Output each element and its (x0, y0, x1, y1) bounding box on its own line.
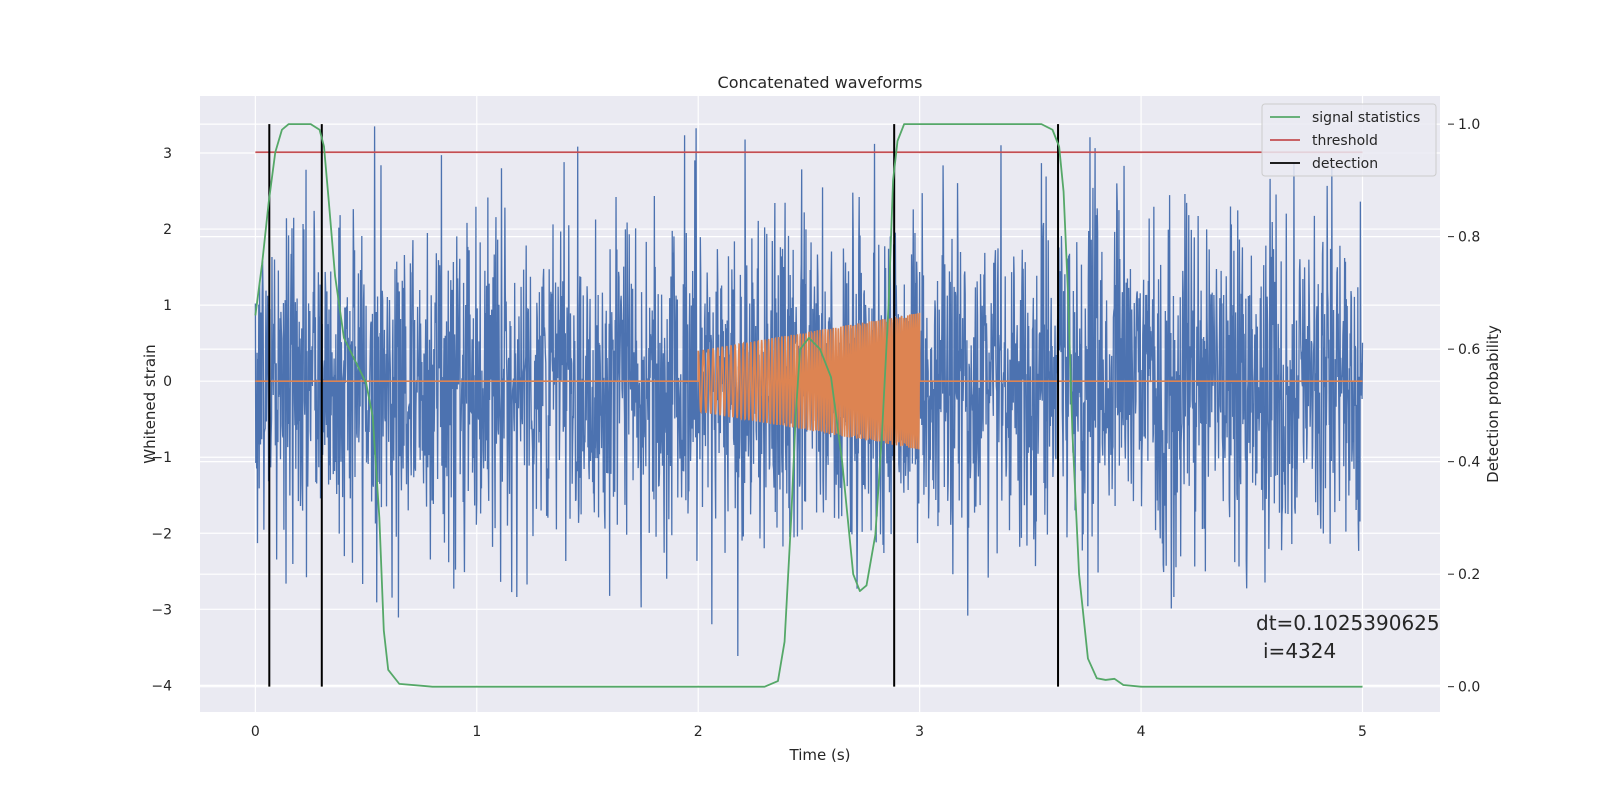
chirp-series (255, 312, 1363, 450)
legend-label-threshold: threshold (1312, 133, 1378, 149)
signal-statistics-series (254, 123, 1363, 688)
y2-axis-label: Detection probability (1484, 325, 1502, 483)
signal-statistics-line (254, 123, 1363, 688)
y-tick-label: 0 (163, 374, 172, 390)
annotation-dt: dt=0.1025390625 (1256, 611, 1440, 635)
x-tick-label: 3 (915, 724, 924, 740)
y2-tick-label: 1.0 (1458, 117, 1480, 133)
x-tick-label: 1 (472, 724, 481, 740)
chirp-line (255, 312, 1363, 450)
chart-title: Concatenated waveforms (718, 73, 923, 92)
legend-label-detection: detection (1312, 156, 1378, 172)
y-axis-label: Whitened strain (141, 344, 159, 463)
y2-tick-label: 0.8 (1458, 230, 1480, 246)
y2-tick-label: 0.0 (1458, 680, 1480, 696)
axis-ticks: 0 1 2 3 4 5 −4 −3 −2 −1 0 1 2 3 0.0 0.2 0.4 0.6 0.8 1.0 (151, 117, 1480, 740)
x-tick-label: 0 (251, 724, 260, 740)
y-tick-label: −3 (151, 602, 172, 618)
y2-tick-label: 0.4 (1458, 455, 1480, 471)
y-tick-label: 3 (163, 146, 172, 162)
x-tick-label: 4 (1137, 724, 1146, 740)
y2-tick-label: 0.2 (1458, 567, 1480, 583)
x-axis-label: Time (s) (789, 746, 851, 764)
legend: signal statistics threshold detection (1261, 103, 1437, 177)
y-tick-label: −1 (151, 450, 172, 466)
legend-label-signal: signal statistics (1312, 110, 1420, 126)
detection-series (268, 124, 1060, 687)
annotation-i: i=4324 (1263, 639, 1336, 663)
x-tick-label: 5 (1358, 724, 1367, 740)
y-tick-label: −4 (151, 678, 172, 694)
y-tick-label: 1 (163, 298, 172, 314)
y-tick-label: 2 (163, 222, 172, 238)
legend-box (1261, 103, 1437, 177)
y2-tick-label: 0.6 (1458, 342, 1480, 358)
x-tick-label: 2 (694, 724, 703, 740)
y-tick-label: −2 (151, 526, 172, 542)
